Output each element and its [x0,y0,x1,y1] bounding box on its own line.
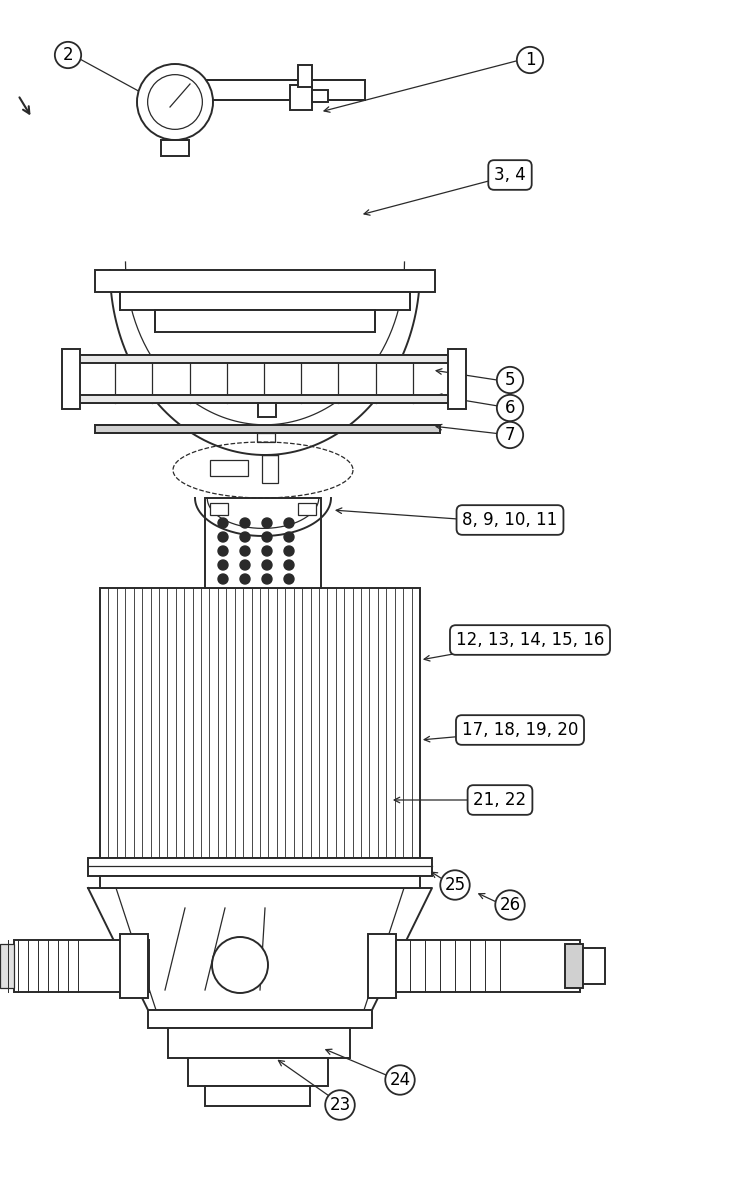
Bar [100,587,420,858]
Polygon shape [195,498,331,535]
Circle shape [262,574,272,584]
Text: 1: 1 [525,51,535,69]
Text: 23: 23 [329,1096,350,1113]
Bar [168,1028,350,1058]
Circle shape [240,560,250,570]
Bar [188,1058,328,1086]
Text: 26: 26 [499,896,520,914]
Bar [95,426,440,433]
Circle shape [284,518,294,528]
Bar [298,504,316,515]
Bar [565,944,583,988]
Bar [258,403,276,417]
Text: 2: 2 [62,46,73,64]
Text: 24: 24 [390,1071,411,1089]
Bar [148,1009,372,1028]
Polygon shape [110,269,420,455]
Circle shape [218,574,228,584]
Circle shape [218,532,228,543]
Circle shape [284,574,294,584]
Circle shape [284,560,294,570]
Text: 12, 13, 14, 15, 16: 12, 13, 14, 15, 16 [456,631,604,649]
Bar [78,395,450,403]
Bar [14,940,149,992]
Bar [88,858,432,876]
Circle shape [262,560,272,570]
Bar [290,85,312,110]
Text: 3, 4: 3, 4 [494,165,526,184]
Bar [155,310,375,332]
Text: 5: 5 [505,371,515,389]
Circle shape [218,560,228,570]
Circle shape [284,532,294,543]
Circle shape [212,937,268,993]
Polygon shape [88,888,432,1009]
Text: 8, 9, 10, 11: 8, 9, 10, 11 [462,511,558,530]
Text: 21, 22: 21, 22 [474,791,526,808]
Bar [372,940,580,992]
Bar [165,80,365,100]
Bar [257,433,275,442]
Text: 17, 18, 19, 20: 17, 18, 19, 20 [462,721,578,739]
Bar [262,455,278,483]
Circle shape [262,532,272,543]
Circle shape [240,574,250,584]
Circle shape [240,518,250,528]
Bar [161,139,189,156]
Bar [368,934,396,998]
Bar [583,948,605,983]
Bar [120,292,410,310]
Circle shape [218,546,228,556]
Circle shape [284,546,294,556]
Bar [312,90,328,102]
Circle shape [218,518,228,528]
Bar [210,460,248,476]
Bar [78,355,450,403]
Bar [78,355,450,363]
Text: 25: 25 [444,876,465,894]
Bar [95,269,435,292]
Circle shape [147,74,202,129]
Bar [100,876,420,888]
Bar [298,65,312,87]
Circle shape [240,546,250,556]
Circle shape [262,518,272,528]
Bar [62,349,80,409]
Text: 6: 6 [505,400,515,417]
Circle shape [262,546,272,556]
Bar [448,349,466,409]
Bar [0,944,14,988]
Bar [120,934,148,998]
Bar [210,504,228,515]
Text: 7: 7 [505,426,515,444]
Circle shape [240,532,250,543]
Circle shape [137,64,213,139]
Bar [205,1086,310,1106]
Bar [205,498,321,587]
